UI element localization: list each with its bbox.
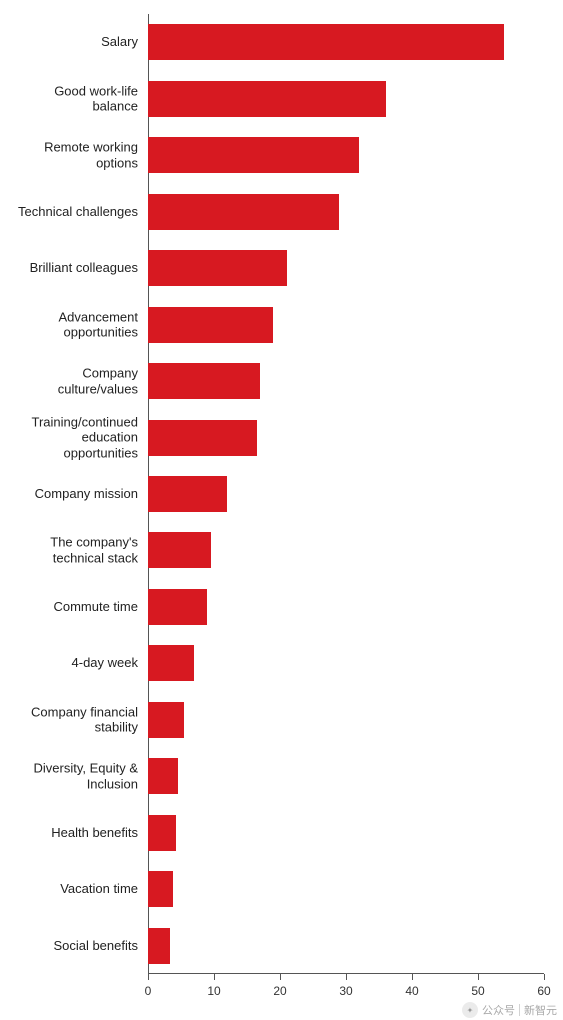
bar	[148, 307, 273, 343]
category-label: Company mission	[10, 486, 148, 502]
chart-container: 0102030405060SalaryGood work-life balanc…	[0, 0, 563, 1020]
bar	[148, 758, 178, 794]
chart-row: Advancement opportunities	[148, 296, 544, 352]
bar	[148, 137, 359, 173]
category-label: Technical challenges	[10, 204, 148, 220]
category-label: Company financial stability	[10, 704, 148, 735]
chart-row: 4-day week	[148, 635, 544, 691]
x-tick	[544, 974, 545, 980]
x-tick-label: 30	[339, 984, 352, 998]
wechat-icon: ✦	[462, 1002, 478, 1018]
category-label: Salary	[10, 34, 148, 50]
category-label: Vacation time	[10, 881, 148, 897]
bar	[148, 24, 504, 60]
bar	[148, 363, 260, 399]
chart-row: Company culture/values	[148, 353, 544, 409]
bar	[148, 871, 173, 907]
bar	[148, 532, 211, 568]
bar	[148, 81, 386, 117]
x-tick-label: 0	[145, 984, 152, 998]
category-label: Commute time	[10, 599, 148, 615]
category-label: Social benefits	[10, 938, 148, 954]
bar	[148, 589, 207, 625]
category-label: Advancement opportunities	[10, 309, 148, 340]
x-tick-label: 40	[405, 984, 418, 998]
watermark: ✦ 公众号 新智元	[462, 1002, 557, 1018]
plot-area: 0102030405060SalaryGood work-life balanc…	[148, 14, 544, 974]
chart-row: Company mission	[148, 466, 544, 522]
x-tick-label: 10	[207, 984, 220, 998]
chart-row: Remote working options	[148, 127, 544, 183]
chart-row: Social benefits	[148, 918, 544, 974]
chart-row: Technical challenges	[148, 183, 544, 239]
chart-row: Brilliant colleagues	[148, 240, 544, 296]
bar	[148, 476, 227, 512]
category-label: Training/continued education opportuniti…	[10, 414, 148, 461]
category-label: Company culture/values	[10, 365, 148, 396]
bar	[148, 702, 184, 738]
bar	[148, 194, 339, 230]
category-label: The company's technical stack	[10, 535, 148, 566]
chart-row: Company financial stability	[148, 692, 544, 748]
bar	[148, 420, 257, 456]
x-tick-label: 50	[471, 984, 484, 998]
chart-row: Commute time	[148, 579, 544, 635]
chart-row: Good work-life balance	[148, 70, 544, 126]
x-tick	[214, 974, 215, 980]
category-label: Health benefits	[10, 825, 148, 841]
bar	[148, 928, 170, 964]
x-tick	[346, 974, 347, 980]
watermark-separator	[519, 1004, 520, 1016]
chart-row: The company's technical stack	[148, 522, 544, 578]
watermark-right: 新智元	[524, 1002, 557, 1018]
category-label: Good work-life balance	[10, 83, 148, 114]
category-label: Diversity, Equity & Inclusion	[10, 761, 148, 792]
chart-row: Training/continued education opportuniti…	[148, 409, 544, 465]
category-label: 4-day week	[10, 656, 148, 672]
chart-row: Salary	[148, 14, 544, 70]
chart-row: Diversity, Equity & Inclusion	[148, 748, 544, 804]
x-tick	[412, 974, 413, 980]
watermark-left: 公众号	[482, 1002, 515, 1018]
x-tick	[478, 974, 479, 980]
chart-row: Vacation time	[148, 861, 544, 917]
x-tick	[148, 974, 149, 980]
category-label: Brilliant colleagues	[10, 260, 148, 276]
x-tick	[280, 974, 281, 980]
chart-row: Health benefits	[148, 805, 544, 861]
bar	[148, 645, 194, 681]
x-tick-label: 60	[537, 984, 550, 998]
bar	[148, 250, 287, 286]
bar	[148, 815, 176, 851]
x-tick-label: 20	[273, 984, 286, 998]
category-label: Remote working options	[10, 140, 148, 171]
